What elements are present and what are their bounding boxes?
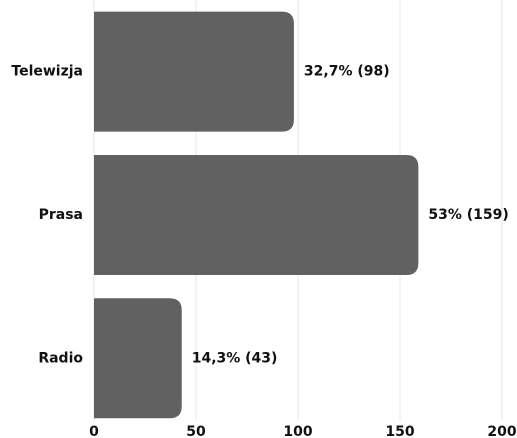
bar [94, 298, 182, 419]
bar [94, 154, 419, 275]
x-tick-label: 150 [385, 424, 414, 438]
x-tick-label: 100 [283, 424, 312, 438]
value-label: 53% (159) [428, 207, 508, 223]
value-label: 14,3% (43) [192, 350, 278, 366]
x-tick-label: 200 [487, 424, 516, 438]
y-tick-label: Prasa [39, 207, 83, 223]
y-tick-label: Telewizja [11, 64, 83, 80]
x-tick-label: 50 [186, 424, 206, 438]
y-tick-label: Radio [38, 350, 83, 366]
x-tick-label: 0 [89, 424, 99, 438]
bar [94, 11, 294, 132]
value-label: 32,7% (98) [304, 64, 390, 80]
